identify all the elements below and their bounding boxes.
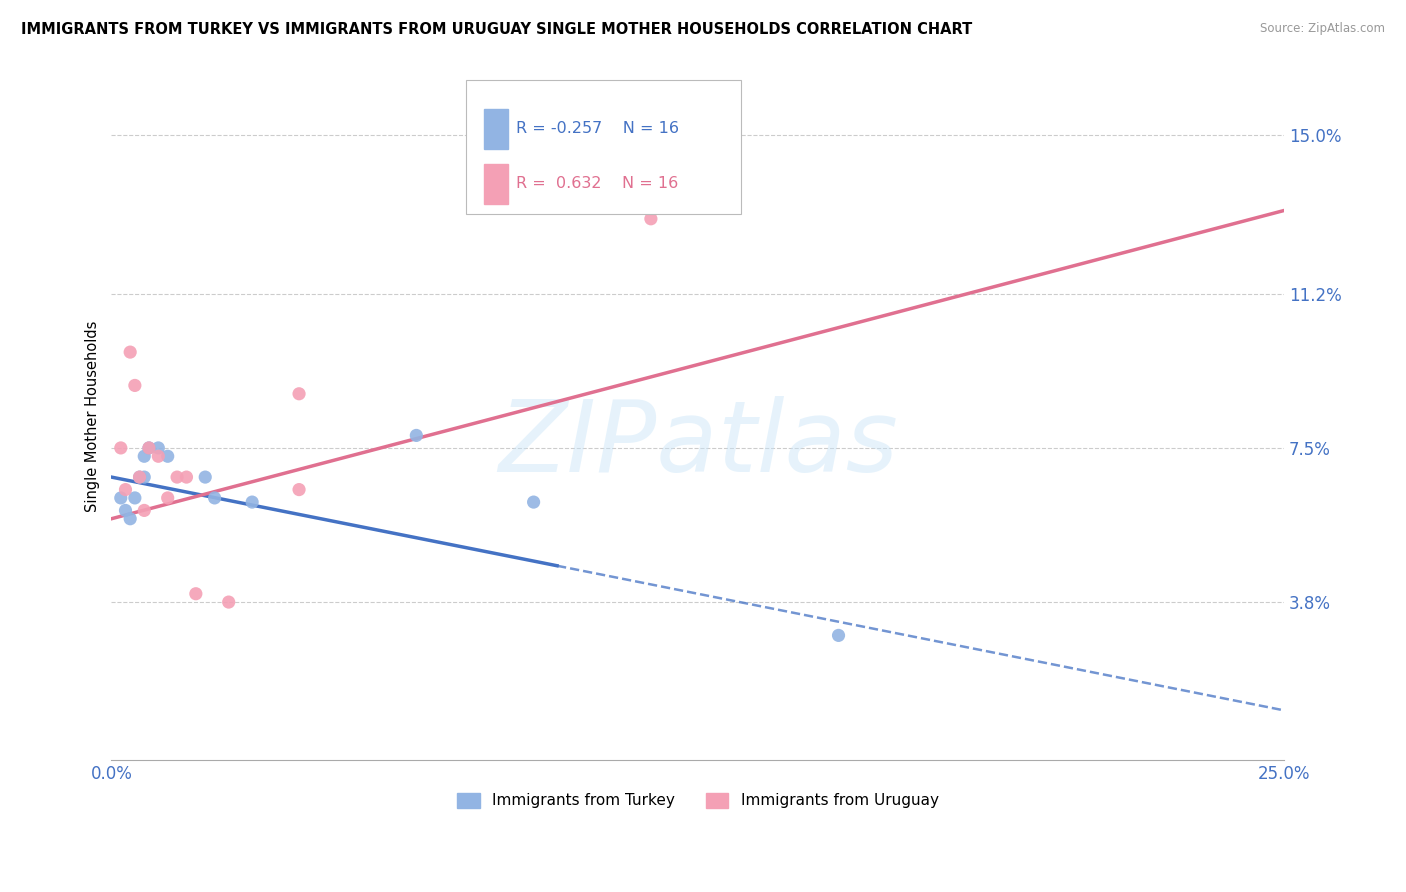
Point <box>288 386 311 401</box>
Point <box>134 503 156 517</box>
Point <box>110 441 132 455</box>
Legend: Immigrants from Turkey, Immigrants from Uruguay: Immigrants from Turkey, Immigrants from … <box>451 787 945 814</box>
Text: ZIPatlas: ZIPatlas <box>498 396 898 492</box>
Text: R =  0.632    N = 16: R = 0.632 N = 16 <box>516 176 678 191</box>
Bar <box>484 109 508 149</box>
Point <box>138 441 160 455</box>
Point <box>218 595 240 609</box>
Point <box>166 470 188 484</box>
Point <box>120 512 142 526</box>
Point <box>288 483 311 497</box>
Point <box>148 450 170 464</box>
Point <box>134 470 156 484</box>
Point <box>827 628 849 642</box>
Point <box>204 491 226 505</box>
Text: IMMIGRANTS FROM TURKEY VS IMMIGRANTS FROM URUGUAY SINGLE MOTHER HOUSEHOLDS CORRE: IMMIGRANTS FROM TURKEY VS IMMIGRANTS FRO… <box>21 22 973 37</box>
Bar <box>484 164 508 203</box>
Point <box>110 491 132 505</box>
Point <box>176 470 198 484</box>
Point <box>120 345 142 359</box>
Point <box>128 470 150 484</box>
Point <box>124 378 146 392</box>
Point <box>194 470 217 484</box>
Point <box>128 470 150 484</box>
Point <box>156 491 179 505</box>
Point <box>184 587 207 601</box>
Point <box>156 450 179 464</box>
Point <box>114 503 136 517</box>
Point <box>138 441 160 455</box>
Point <box>240 495 263 509</box>
Point <box>640 211 662 226</box>
Point <box>148 441 170 455</box>
Point <box>405 428 427 442</box>
Point <box>124 491 146 505</box>
FancyBboxPatch shape <box>465 80 741 214</box>
Point <box>134 450 156 464</box>
Point <box>114 483 136 497</box>
Point <box>523 495 546 509</box>
Text: Source: ZipAtlas.com: Source: ZipAtlas.com <box>1260 22 1385 36</box>
Text: R = -0.257    N = 16: R = -0.257 N = 16 <box>516 121 679 136</box>
Y-axis label: Single Mother Households: Single Mother Households <box>86 321 100 512</box>
